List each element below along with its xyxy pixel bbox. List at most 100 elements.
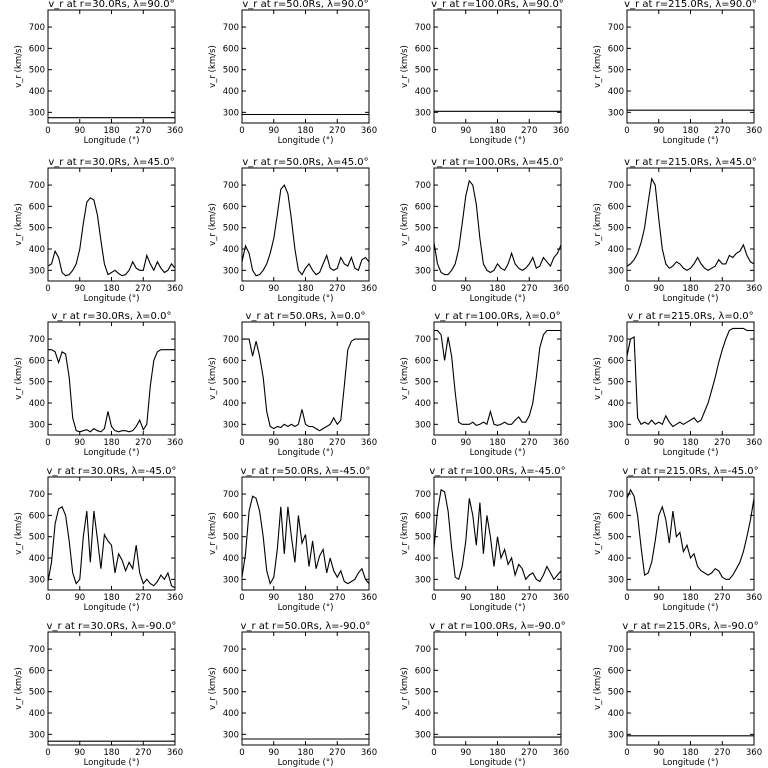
x-tick-label: 270 [329, 126, 345, 136]
x-tick-label: 360 [553, 126, 569, 136]
x-tick-label: 180 [489, 438, 505, 448]
y-tick-label: 700 [223, 490, 239, 500]
chart-panel: v_r at r=50.0Rs, λ=0.0° 0 90 180 270 360 300 40… [208, 311, 377, 458]
y-tick-label: 600 [415, 356, 431, 366]
x-tick-label: 180 [489, 284, 505, 294]
y-tick-label: 500 [608, 533, 624, 543]
y-tick-label: 700 [223, 23, 239, 33]
y-axis-label: v_r (km/s) [593, 203, 603, 246]
y-tick-label: 400 [415, 245, 431, 255]
y-tick-label: 400 [415, 399, 431, 409]
chart-panel: v_r at r=215.0Rs, λ=0.0° 0 90 180 270 360 300 4… [593, 311, 762, 458]
chart-title: v_r at r=50.0Rs, λ=-45.0° [241, 466, 371, 477]
x-tick-label: 90 [460, 438, 471, 448]
x-tick-label: 0 [431, 748, 436, 758]
x-tick-label: 180 [103, 126, 119, 136]
x-tick-label: 90 [460, 284, 471, 294]
y-tick-label: 600 [608, 511, 624, 521]
y-tick-label: 400 [608, 245, 624, 255]
y-axis-label: v_r (km/s) [400, 512, 410, 555]
x-tick-label: 360 [553, 748, 569, 758]
chart-title: v_r at r=215.0Rs, λ=0.0° [627, 311, 753, 322]
x-tick-label: 180 [682, 593, 698, 603]
x-tick-label: 0 [431, 126, 436, 136]
y-tick-label: 300 [415, 420, 431, 430]
y-tick-label: 700 [608, 645, 624, 655]
y-axis-label: v_r (km/s) [14, 203, 24, 246]
x-axis-label: Longitude (°) [278, 448, 334, 458]
x-tick-label: 360 [553, 438, 569, 448]
y-tick-label: 600 [608, 666, 624, 676]
x-tick-label: 360 [361, 284, 377, 294]
y-tick-label: 600 [223, 202, 239, 212]
x-axis-label: Longitude (°) [663, 136, 719, 146]
x-tick-label: 0 [431, 438, 436, 448]
y-tick-label: 600 [608, 44, 624, 54]
chart-panel: v_r at r=30.0Rs, λ=90.0° 0 90 180 270 360 300 4… [14, 0, 183, 146]
x-tick-label: 180 [297, 593, 313, 603]
y-tick-label: 300 [608, 266, 624, 276]
y-tick-label: 500 [415, 66, 431, 76]
y-tick-label: 700 [415, 335, 431, 345]
y-axis-label: v_r (km/s) [208, 45, 218, 88]
x-tick-label: 270 [521, 126, 537, 136]
x-tick-label: 270 [329, 438, 345, 448]
x-tick-label: 90 [460, 593, 471, 603]
y-tick-label: 500 [608, 378, 624, 388]
x-axis-label: Longitude (°) [470, 448, 526, 458]
x-tick-label: 180 [103, 593, 119, 603]
x-axis-label: Longitude (°) [84, 448, 140, 458]
x-tick-label: 0 [624, 284, 629, 294]
chart-panel: v_r at r=30.0Rs, λ=45.0° 0 90 180 270 360 300 4… [14, 157, 183, 304]
x-tick-label: 270 [329, 284, 345, 294]
y-axis-label: v_r (km/s) [400, 357, 410, 400]
chart-panel: v_r at r=100.0Rs, λ=-45.0° 0 90 180 270 360 30… [400, 466, 569, 613]
x-tick-label: 180 [297, 748, 313, 758]
x-tick-label: 270 [714, 593, 730, 603]
y-tick-label: 400 [223, 87, 239, 97]
x-tick-label: 360 [746, 284, 762, 294]
x-tick-label: 180 [489, 748, 505, 758]
x-tick-label: 90 [653, 438, 664, 448]
x-tick-label: 90 [74, 593, 85, 603]
x-tick-label: 270 [521, 593, 537, 603]
x-tick-label: 0 [624, 438, 629, 448]
chart-title: v_r at r=215.0Rs, λ=-45.0° [622, 466, 758, 477]
x-tick-label: 0 [624, 593, 629, 603]
plot-frame [626, 631, 755, 746]
x-axis-label: Longitude (°) [278, 136, 334, 146]
y-tick-label: 400 [608, 554, 624, 564]
y-tick-label: 600 [29, 44, 45, 54]
x-tick-label: 0 [45, 284, 50, 294]
chart-title: v_r at r=100.0Rs, λ=0.0° [434, 311, 560, 322]
x-tick-label: 90 [74, 126, 85, 136]
y-tick-label: 400 [29, 245, 45, 255]
y-axis-label: v_r (km/s) [14, 667, 24, 710]
x-tick-label: 360 [361, 126, 377, 136]
x-axis-label: Longitude (°) [470, 294, 526, 304]
chart-panel: v_r at r=215.0Rs, λ=-90.0° 0 90 180 270 360 30… [593, 621, 762, 768]
y-tick-label: 700 [415, 490, 431, 500]
x-tick-label: 270 [329, 593, 345, 603]
y-tick-label: 400 [608, 709, 624, 719]
x-tick-label: 270 [329, 748, 345, 758]
y-tick-label: 600 [415, 202, 431, 212]
y-tick-label: 500 [415, 688, 431, 698]
y-tick-label: 300 [608, 575, 624, 585]
x-tick-label: 90 [460, 126, 471, 136]
y-tick-label: 400 [223, 709, 239, 719]
x-tick-label: 0 [431, 284, 436, 294]
y-tick-label: 600 [415, 44, 431, 54]
chart-panel: v_r at r=100.0Rs, λ=-90.0° 0 90 180 270 360 30… [400, 621, 569, 768]
x-tick-label: 90 [74, 284, 85, 294]
chart-title: v_r at r=100.0Rs, λ=45.0° [431, 157, 564, 168]
plot-frame [47, 476, 176, 591]
x-tick-label: 0 [239, 126, 244, 136]
y-tick-label: 500 [415, 224, 431, 234]
x-tick-label: 0 [239, 284, 244, 294]
y-tick-label: 600 [608, 202, 624, 212]
y-tick-label: 500 [29, 224, 45, 234]
plot-frame [433, 476, 562, 591]
chart-panel: v_r at r=100.0Rs, λ=90.0° 0 90 180 270 360 300… [400, 0, 569, 146]
chart-title: v_r at r=100.0Rs, λ=-45.0° [429, 466, 565, 477]
